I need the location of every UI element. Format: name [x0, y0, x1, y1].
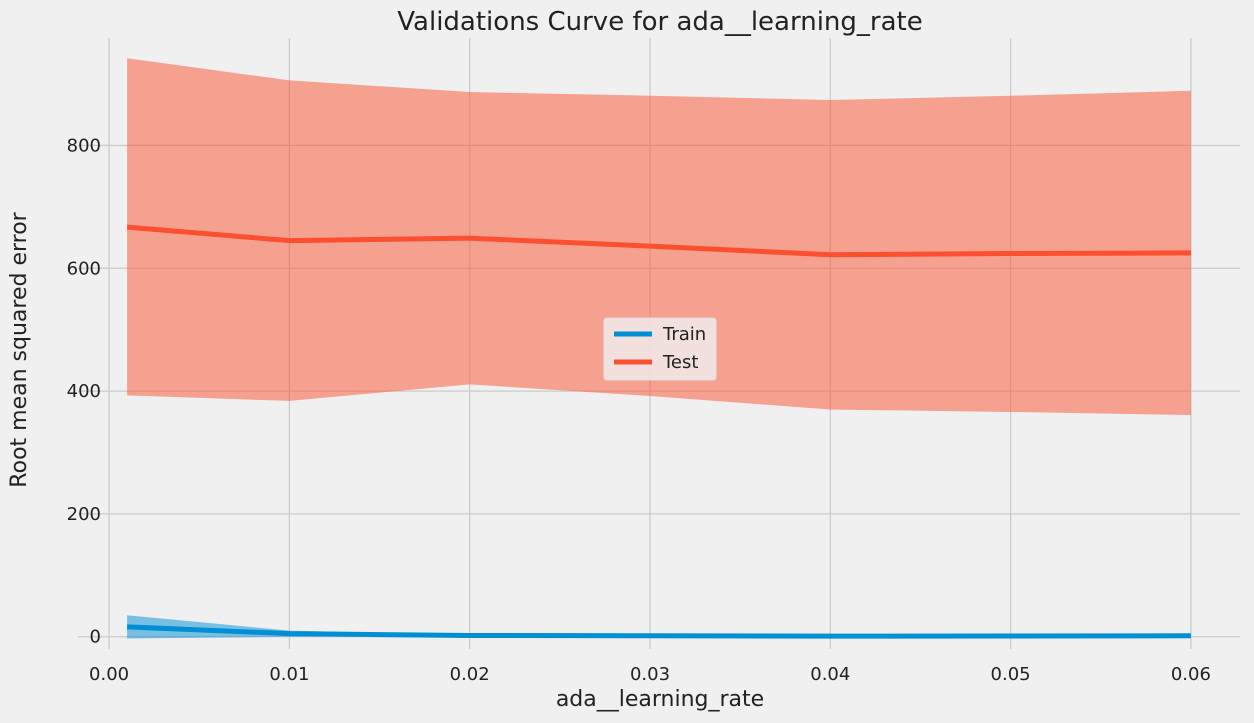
x-axis-ticks: 0.00 0.01 0.02 0.03 0.04 0.05 0.06	[89, 664, 1211, 685]
y-tick-label: 0	[90, 627, 101, 648]
y-tick-label: 600	[67, 258, 101, 279]
y-axis-ticks: 0 200 400 600 800	[67, 135, 101, 647]
x-tick-label: 0.01	[269, 664, 309, 685]
band-train	[127, 615, 1191, 639]
confidence-bands	[127, 58, 1191, 639]
x-tick-label: 0.02	[450, 664, 490, 685]
x-tick-label: 0.03	[630, 664, 670, 685]
y-tick-label: 200	[67, 504, 101, 525]
x-tick-label: 0.00	[89, 664, 129, 685]
y-tick-label: 400	[67, 381, 101, 402]
line-test	[126, 224, 1191, 258]
chart-title: Validations Curve for ada__learning_rate	[397, 7, 922, 37]
legend-label-test: Test	[662, 352, 698, 373]
band-test	[127, 58, 1191, 416]
x-tick-label: 0.04	[810, 664, 850, 685]
x-axis-label: ada__learning_rate	[556, 687, 764, 712]
legend: Train Test	[603, 317, 717, 381]
legend-label-train: Train	[662, 324, 706, 345]
line-train	[126, 624, 1191, 639]
series-lines	[126, 224, 1191, 639]
x-tick-label: 0.06	[1171, 664, 1211, 685]
x-tick-label: 0.05	[991, 664, 1031, 685]
y-axis-label: Root mean squared error	[7, 211, 32, 487]
y-tick-label: 800	[67, 135, 101, 156]
